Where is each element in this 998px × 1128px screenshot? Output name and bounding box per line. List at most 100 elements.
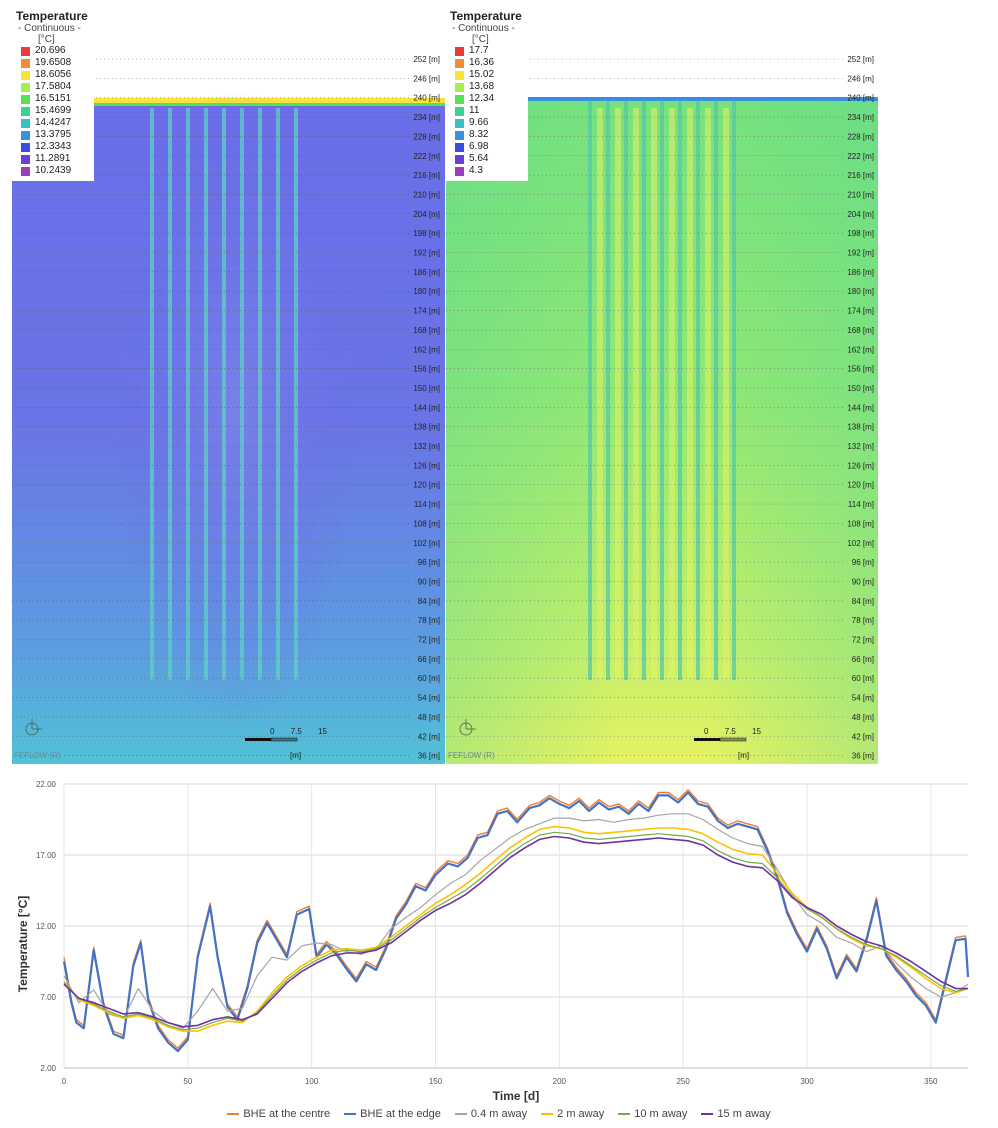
right-axis-icon bbox=[459, 719, 476, 736]
left-legend-value: 12.3343 bbox=[35, 141, 72, 152]
left-depth-label: 144 [m] bbox=[413, 403, 440, 412]
left-legend-item: 12.3343 bbox=[16, 141, 88, 153]
left-depth-label: 138 [m] bbox=[413, 423, 440, 432]
left-bhe-streak bbox=[240, 108, 244, 680]
right-depth-label: 240 [m] bbox=[847, 94, 874, 103]
right-legend-item: 8.32 bbox=[450, 129, 522, 141]
chart-legend-label: 10 m away bbox=[634, 1108, 688, 1120]
right-depth-label: 150 [m] bbox=[847, 384, 874, 393]
left-legend-item: 17.5804 bbox=[16, 81, 88, 93]
chart-legend-label: BHE at the centre bbox=[243, 1108, 331, 1120]
right-bhe-streak bbox=[588, 101, 592, 680]
right-depth-label: 174 [m] bbox=[847, 307, 874, 316]
left-depth-label: 108 [m] bbox=[413, 519, 440, 528]
chart-series-line bbox=[63, 813, 969, 1029]
right-depth-label: 96 [m] bbox=[852, 558, 874, 567]
right-bhe-halo bbox=[633, 108, 639, 678]
left-depth-label: 156 [m] bbox=[413, 365, 440, 374]
chart-legend-swatch bbox=[541, 1113, 554, 1115]
chart-x-axis-label: Time [d] bbox=[493, 1089, 539, 1103]
right-bhe-streak bbox=[732, 101, 736, 680]
right-depth-label: 48 [m] bbox=[852, 713, 874, 722]
right-depth-label: 228 [m] bbox=[847, 132, 874, 141]
right-legend-value: 12.34 bbox=[469, 93, 495, 104]
left-axis-icon bbox=[25, 719, 42, 736]
left-depth-label: 246 [m] bbox=[413, 74, 440, 83]
right-legend-swatch bbox=[455, 130, 464, 140]
chart-legend-swatch bbox=[227, 1113, 240, 1115]
left-depth-label: 180 [m] bbox=[413, 287, 440, 296]
left-legend-item: 16.5151 bbox=[16, 93, 88, 105]
left-legend-item: 18.6056 bbox=[16, 69, 88, 81]
right-legend-item: 5.64 bbox=[450, 153, 522, 165]
right-legend-value: 15.02 bbox=[469, 69, 495, 80]
left-bhe-streak bbox=[186, 108, 190, 680]
right-depth-label: 36 [m] bbox=[852, 752, 874, 761]
chart-x-tick-label: 0 bbox=[62, 1077, 67, 1086]
chart-y-tick-label: 22.00 bbox=[36, 780, 57, 789]
left-depth-label: 168 [m] bbox=[413, 326, 440, 335]
right-legend-value: 13.68 bbox=[469, 81, 495, 92]
left-temperature-panel: 252 [m] 246 [m] 240 [m] 234 [m] 228 [m] 222 [… bbox=[12, 8, 445, 764]
right-bhe-streak bbox=[642, 101, 646, 680]
left-legend-item: 10.2439 bbox=[16, 165, 88, 177]
right-depth-label: 144 [m] bbox=[847, 403, 874, 412]
chart-legend-label: 0.4 m away bbox=[470, 1108, 528, 1120]
left-legend-swatch bbox=[21, 58, 30, 68]
left-scale-tick-0: 0 bbox=[270, 727, 275, 736]
left-scale-tick-2: 15 bbox=[318, 727, 327, 736]
left-legend-item: 15.4699 bbox=[16, 105, 88, 117]
left-depth-label: 216 [m] bbox=[413, 171, 440, 180]
right-legend-swatch bbox=[455, 118, 464, 128]
left-depth-label: 54 [m] bbox=[418, 694, 440, 703]
right-depth-label: 60 [m] bbox=[852, 674, 874, 683]
left-depth-label: 120 [m] bbox=[413, 481, 440, 490]
right-legend-value: 6.98 bbox=[469, 141, 489, 152]
chart-svg: 2.00 7.00 12.00 17.00 22.00 0 50 100 150 200 250 3… bbox=[16, 780, 970, 1103]
right-depth-label: 84 [m] bbox=[852, 597, 874, 606]
right-depth-label: 168 [m] bbox=[847, 326, 874, 335]
right-depth-label: 108 [m] bbox=[847, 519, 874, 528]
right-legend-swatch bbox=[455, 154, 464, 164]
left-depth-label: 198 [m] bbox=[413, 229, 440, 238]
chart-legend-swatch bbox=[701, 1113, 714, 1115]
right-bhe-streak bbox=[624, 101, 628, 680]
right-legend: Temperature - Continuous - [°C] 17.7 16.3… bbox=[446, 8, 528, 181]
left-legend-value: 11.2891 bbox=[35, 153, 71, 164]
right-bhe-streak bbox=[606, 101, 610, 680]
right-depth-label: 72 [m] bbox=[852, 636, 874, 645]
right-bhe-streaks bbox=[588, 101, 736, 680]
chart-y-tick-label: 2.00 bbox=[40, 1064, 56, 1073]
left-bhe-streak bbox=[204, 108, 208, 680]
right-bhe-halo bbox=[651, 108, 657, 678]
right-scale-tick-0: 0 bbox=[704, 727, 709, 736]
right-scale-unit: [m] bbox=[738, 751, 750, 760]
right-surface-band bbox=[446, 97, 878, 101]
right-depth-label: 252 [m] bbox=[847, 55, 874, 64]
chart-legend-label: 15 m away bbox=[717, 1108, 771, 1120]
right-legend-value: 9.66 bbox=[469, 117, 489, 128]
right-scale-ticks: 0 7.5 15 bbox=[704, 727, 761, 736]
left-scalebar bbox=[245, 737, 298, 742]
right-depth-label: 192 [m] bbox=[847, 249, 874, 258]
left-depth-label: 162 [m] bbox=[413, 345, 440, 354]
chart-x-tick-label: 350 bbox=[924, 1077, 938, 1086]
left-depth-label: 228 [m] bbox=[413, 132, 440, 141]
right-legend-swatch bbox=[455, 142, 464, 152]
left-legend-value: 13.3795 bbox=[35, 129, 72, 140]
left-depth-label: 150 [m] bbox=[413, 384, 440, 393]
left-legend-swatch bbox=[21, 154, 30, 164]
chart-legend-item: 10 m away bbox=[618, 1108, 687, 1120]
right-depth-label: 78 [m] bbox=[852, 616, 874, 625]
right-depth-label: 90 [m] bbox=[852, 577, 874, 586]
right-legend-item: 6.98 bbox=[450, 141, 522, 153]
left-legend-item: 19.6508 bbox=[16, 57, 88, 69]
left-depth-labels: 252 [m] 246 [m] 240 [m] 234 [m] 228 [m] 222 [… bbox=[413, 55, 440, 761]
right-legend-swatch bbox=[455, 46, 464, 56]
chart-x-tick-label: 100 bbox=[305, 1077, 319, 1086]
right-legend-item: 11 bbox=[450, 105, 522, 117]
chart-y-tick-label: 12.00 bbox=[36, 922, 57, 931]
chart-legend-swatch bbox=[454, 1113, 467, 1115]
left-depth-label: 60 [m] bbox=[418, 674, 440, 683]
left-legend-item: 11.2891 bbox=[16, 153, 88, 165]
